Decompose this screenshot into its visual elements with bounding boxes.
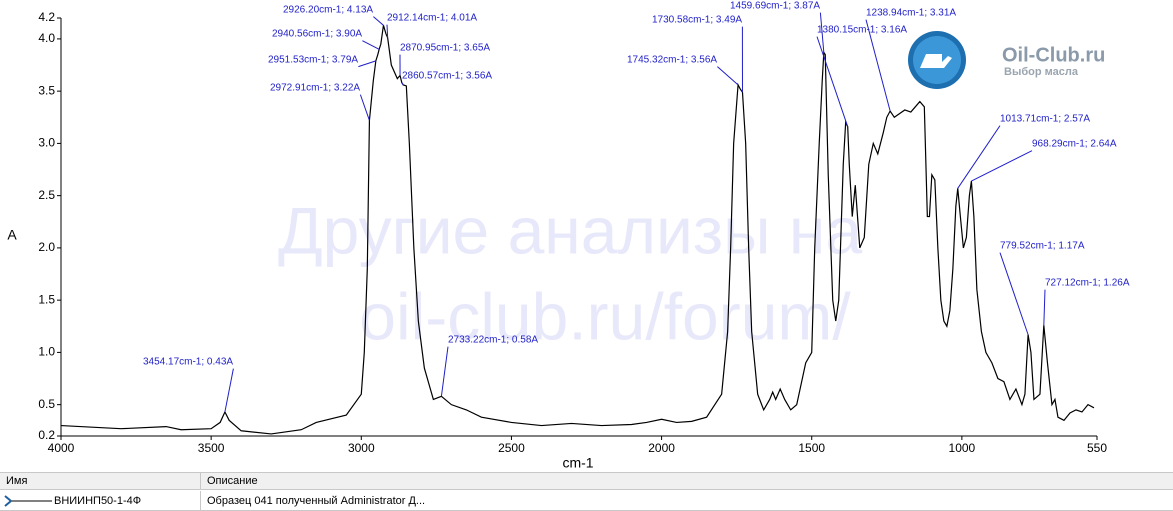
peak-leader	[386, 24, 389, 38]
peak-leader	[717, 66, 739, 86]
peak-leader	[358, 60, 377, 68]
y-tick-label: 2.0	[38, 240, 55, 254]
x-tick-label: 1000	[949, 441, 976, 455]
description-cell[interactable]: Образец 041 полученный Administrator Д..…	[207, 495, 426, 507]
peak-label: 1013.71cm-1; 2.57A	[1000, 114, 1090, 125]
peak-label: 2940.56cm-1; 3.90A	[272, 29, 362, 40]
logo-icon	[920, 54, 952, 68]
peak-label: 1745.32cm-1; 3.56A	[627, 55, 717, 66]
peak-label: 968.29cm-1; 2.64A	[1032, 139, 1117, 150]
y-tick-label: 2.5	[38, 188, 55, 202]
logo-tagline: Выбор масла	[1004, 66, 1079, 78]
peak-leader	[957, 125, 1001, 189]
y-tick-label: 4.0	[38, 31, 55, 45]
peak-label: 2912.14cm-1; 4.01A	[387, 13, 477, 24]
y-axis-label: A	[7, 227, 17, 243]
peak-leader	[224, 368, 234, 413]
peak-label: 3454.17cm-1; 0.43A	[143, 357, 233, 368]
peak-label: 1380.15cm-1; 3.16A	[817, 25, 907, 36]
x-axis-label: cm-1	[562, 455, 593, 470]
y-tick-label: 0.2	[38, 428, 55, 442]
x-tick-label: 4000	[48, 441, 75, 455]
header-cell[interactable]: Имя	[0, 473, 201, 489]
peak-label: 1730.58cm-1; 3.49A	[652, 15, 742, 26]
x-tick-label: 2500	[498, 441, 525, 455]
peak-leader	[816, 36, 849, 127]
y-tick-label: 3.5	[38, 83, 55, 97]
peak-leader	[359, 94, 370, 121]
x-tick-label: 3000	[348, 441, 375, 455]
y-tick-label: 1.5	[38, 292, 55, 306]
chart: Другие анализы на oil-club.ru/forum/ Oil…	[7, 1, 1130, 470]
x-tick-label: 550	[1087, 441, 1107, 455]
peak-leader	[440, 346, 449, 397]
logo: Oil-Club.ru Выбор масла	[908, 31, 1105, 89]
peak-leader	[1043, 289, 1046, 326]
x-tick-label: 3500	[198, 441, 225, 455]
peak-leader	[865, 19, 891, 112]
logo-name: Oil-Club.ru	[1002, 44, 1105, 66]
peak-label: 2860.57cm-1; 3.56A	[402, 71, 492, 82]
y-tick-label: 4.2	[38, 10, 55, 24]
y-tick-label: 3.0	[38, 136, 55, 150]
peak-label: 2733.22cm-1; 0.58A	[448, 335, 538, 346]
peak-leader	[819, 12, 825, 53]
name-cell[interactable]: ВНИИНП50-1-4Ф	[0, 491, 201, 510]
table-header: Имя Описание	[0, 472, 1173, 490]
peak-leader	[362, 40, 380, 50]
peak-leader	[971, 150, 1033, 182]
watermark: oil-club.ru/forum/	[359, 279, 851, 353]
peak-leader	[999, 252, 1029, 335]
watermark: Другие анализы на	[278, 193, 862, 267]
y-tick-label: 1.0	[38, 345, 55, 359]
peak-label: 2951.53cm-1; 3.79A	[268, 55, 358, 66]
table-row[interactable]: ВНИИНП50-1-4Ф Образец 041 полученный Adm…	[0, 491, 1173, 511]
peak-label: 2870.95cm-1; 3.65A	[400, 43, 490, 54]
peak-label: 2926.20cm-1; 4.13A	[283, 5, 373, 16]
peak-label: 727.12cm-1; 1.26A	[1045, 278, 1130, 289]
peak-label: 1238.94cm-1; 3.31A	[866, 8, 956, 19]
x-tick-label: 2000	[648, 441, 675, 455]
header-cell[interactable]: Описание	[207, 475, 258, 487]
peak-leader	[373, 16, 384, 26]
peak-label: 779.52cm-1; 1.17A	[1000, 241, 1085, 252]
row-icon	[4, 495, 52, 507]
peak-leader	[401, 82, 404, 86]
y-tick-label: 0.5	[38, 397, 55, 411]
x-tick-label: 1500	[798, 441, 825, 455]
peak-label: 2972.91cm-1; 3.22A	[270, 83, 360, 94]
peak-label: 1459.69cm-1; 3.87A	[730, 1, 820, 12]
